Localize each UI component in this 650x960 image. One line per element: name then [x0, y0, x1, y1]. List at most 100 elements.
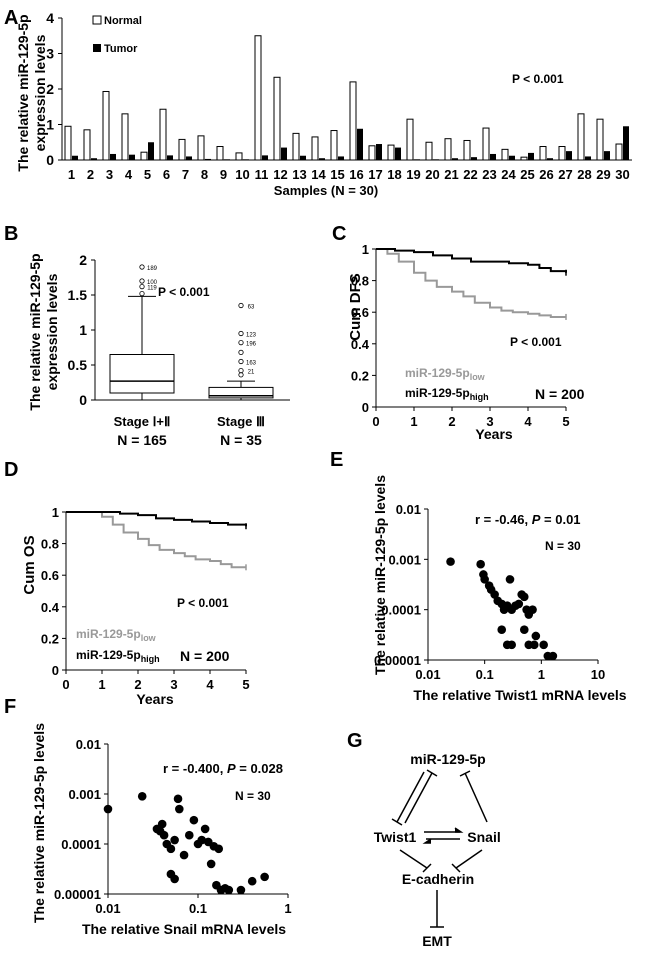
panel-e-xtick-label: 1 — [538, 667, 545, 682]
panel-d-ylabel: Cum OS — [21, 535, 38, 594]
panel-f-xtick-label: 1 — [284, 901, 291, 916]
box-outlier — [238, 358, 244, 365]
panel-g-pathway-diagram: G miR-129-5p Twist1 Snail E-cadherin EMT — [347, 730, 501, 949]
panel-f-xlabel: The relative Snail mRNA levels — [82, 921, 286, 937]
panel-a-xtick-label: 29 — [596, 167, 610, 182]
panel-a-xtick-label: 19 — [406, 167, 420, 182]
panel-f-point — [159, 830, 169, 840]
box-outlier — [139, 278, 145, 284]
box-iqr — [109, 354, 175, 394]
panel-a-xtick-label: 12 — [273, 167, 287, 182]
panel-e-scatter: E The relative miR-129-5p levels The rel… — [330, 449, 627, 703]
panel-a-xtick-label: 16 — [349, 167, 363, 182]
bar-tumor — [566, 151, 572, 160]
bar-tumor — [129, 154, 135, 160]
panel-label-d: D — [4, 459, 18, 481]
panel-d-xlabel: Years — [136, 691, 174, 707]
node-emt: EMT — [422, 933, 452, 949]
box-outlier — [139, 264, 145, 270]
panel-d-ytick-label: 0.4 — [41, 600, 60, 615]
bar-tumor — [471, 157, 477, 160]
panel-a-bar-chart: A The relative miR-129-5p expression lev… — [4, 7, 632, 198]
panel-a-xtick-label: 23 — [482, 167, 496, 182]
panel-a-xtick-label: 11 — [255, 167, 269, 182]
panel-c-xtick-label: 4 — [524, 414, 532, 429]
panel-d-xtick-label: 4 — [206, 677, 214, 692]
box-outlier-label: 123 — [246, 333, 257, 339]
panel-c-ylabel: Cum DFS — [347, 273, 364, 341]
panel-e-point — [519, 592, 529, 602]
panel-f-ytick-label: 0.001 — [68, 787, 101, 802]
panel-a-xtick-label: 7 — [182, 167, 189, 182]
bar-normal — [216, 146, 224, 161]
bar-tumor — [300, 155, 306, 160]
bar-normal — [425, 141, 433, 161]
box-outlier — [139, 290, 145, 297]
bar-normal — [558, 146, 566, 161]
panel-d-os-curve: D Cum OS Years P < 0.001 miR-129-5plow m… — [4, 459, 250, 707]
panel-c-ytick-label: 1 — [362, 242, 369, 257]
legend-label-normal: Normal — [104, 15, 142, 27]
box-outlier-label: 100 — [147, 280, 158, 286]
bar-normal — [577, 113, 585, 161]
bar-normal — [273, 76, 281, 161]
panel-f-point — [179, 850, 189, 860]
bar-tumor — [262, 155, 268, 160]
panel-f-xtick-label: 0.1 — [189, 901, 207, 916]
panel-a-xtick-label: 15 — [330, 167, 344, 182]
panel-e-n-label: N = 30 — [545, 539, 581, 553]
panel-d-xtick-label: 2 — [134, 677, 141, 692]
bar-normal — [83, 129, 91, 161]
bar-normal — [596, 118, 604, 161]
box-outlier-label: 21 — [248, 370, 255, 376]
panel-f-point — [236, 885, 246, 895]
panel-d-xtick-label: 5 — [242, 677, 249, 692]
box-outlier-label: 189 — [147, 266, 158, 272]
bar-normal — [444, 138, 452, 161]
panel-c-xtick-label: 2 — [448, 414, 455, 429]
panel-f-point — [175, 804, 184, 814]
panel-label-f: F — [4, 696, 16, 718]
panel-a-ytick-label: 3 — [46, 46, 54, 62]
edge-twist-ecad-inhibit — [399, 849, 432, 873]
panel-e-point — [548, 651, 558, 661]
panel-e-xtick-label: 0.01 — [415, 667, 440, 682]
panel-a-xtick-label: 25 — [520, 167, 534, 182]
panel-a-xtick-label: 18 — [387, 167, 401, 182]
bar-tumor — [452, 158, 458, 160]
bar-tumor — [376, 144, 382, 160]
panel-f-point — [170, 835, 179, 845]
panel-a-xtick-label: 20 — [425, 167, 439, 182]
bar-tumor — [585, 156, 591, 160]
panel-f-ytick-label: 0.0001 — [61, 837, 101, 852]
bar-tumor — [509, 155, 515, 160]
panel-f-point — [206, 859, 216, 869]
panel-d-xtick-label: 0 — [62, 677, 69, 692]
node-twist1: Twist1 — [374, 829, 417, 845]
panel-a-xlabel: Samples (N = 30) — [274, 183, 378, 198]
panel-f-point — [214, 844, 224, 854]
bar-tumor — [110, 153, 116, 160]
panel-a-xtick-label: 13 — [292, 167, 306, 182]
node-mir129: miR-129-5p — [410, 751, 485, 767]
box-outlier-label: 119 — [147, 286, 157, 292]
panel-label-c: C — [332, 223, 346, 245]
panel-c-xtick-label: 1 — [410, 414, 417, 429]
panel-c-ytick-label: 0.8 — [351, 274, 369, 289]
panel-d-ytick-label: 0.6 — [41, 568, 59, 583]
panel-c-xtick-label: 0 — [372, 414, 379, 429]
box-outlier-label: 196 — [246, 342, 257, 348]
panel-e-xtick-label: 0.1 — [476, 667, 494, 682]
bar-normal — [406, 118, 414, 161]
bar-tumor — [414, 159, 420, 160]
bar-normal — [368, 145, 376, 161]
panel-e-r-annotation: r = -0.46, P = 0.01 — [475, 512, 581, 527]
panel-e-point — [519, 625, 529, 634]
panel-e-point — [446, 557, 455, 566]
panel-a-ytick-label: 4 — [46, 10, 54, 26]
panel-e-ytick-label: 0.01 — [396, 502, 421, 517]
panel-b-group-label-1: Stage Ⅰ+Ⅱ — [114, 414, 171, 429]
bar-tumor — [604, 151, 610, 160]
panel-label-b: B — [4, 223, 18, 245]
panel-d-ytick-label: 0.8 — [41, 537, 59, 552]
